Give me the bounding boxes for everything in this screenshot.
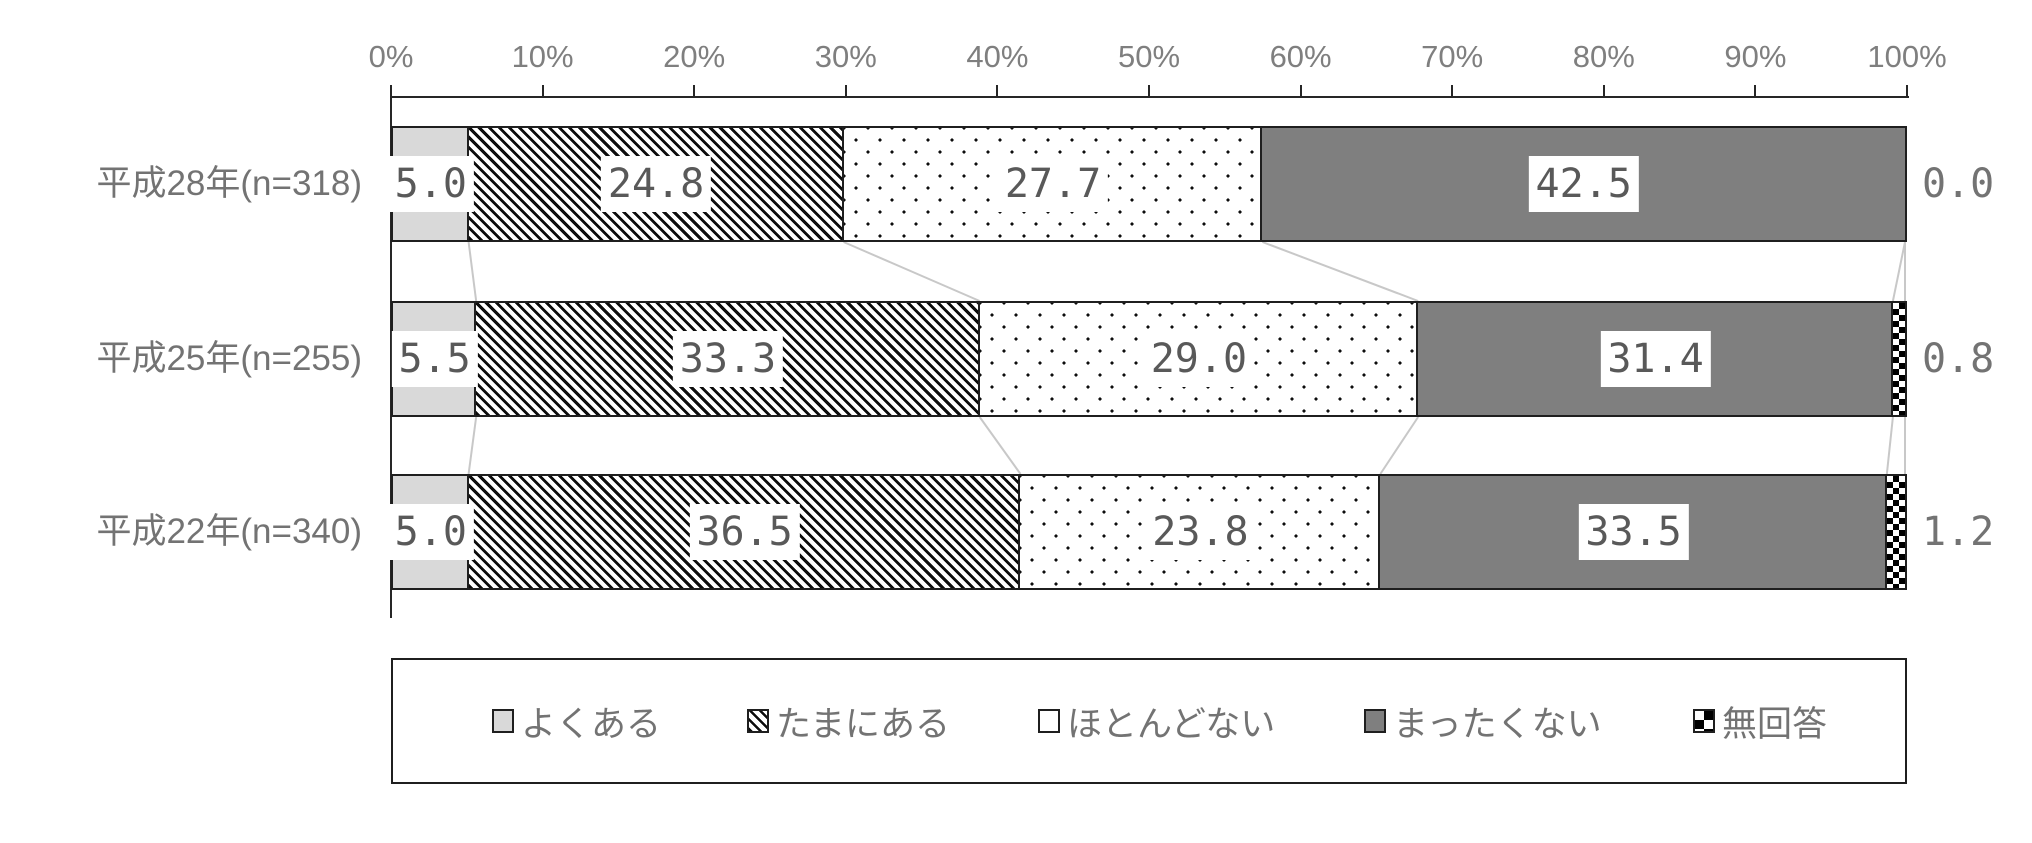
connector-line — [1885, 416, 1894, 475]
legend-swatch-light-gray-icon — [492, 709, 514, 733]
outside-value-label: 0.0 — [1922, 161, 1995, 207]
category-label: 平成22年(n=340) — [96, 512, 362, 551]
value-label: 36.5 — [689, 504, 800, 560]
category-label: 平成25年(n=255) — [96, 339, 362, 378]
legend-label: 無回答 — [1722, 704, 1828, 744]
legend-item: ほとんどない — [1038, 660, 1275, 782]
connector-line — [467, 416, 478, 475]
x-axis-line — [390, 96, 1909, 98]
outside-value-label: 0.8 — [1922, 336, 1995, 382]
legend-item: たまにある — [747, 660, 950, 782]
legend-swatch-checkered-icon — [1693, 709, 1715, 733]
category-label: 平成28年(n=318) — [96, 164, 362, 203]
value-label: 27.7 — [997, 156, 1109, 212]
value-label: 5.0 — [387, 156, 474, 212]
value-label: 24.8 — [600, 156, 712, 212]
value-label: 5.0 — [387, 504, 474, 560]
value-label: 33.5 — [1578, 504, 1689, 560]
value-label: 42.5 — [1528, 156, 1639, 212]
axis-tick — [1602, 85, 1605, 97]
axis-tick-label: 20% — [663, 39, 726, 74]
axis-tick-label: 100% — [1867, 39, 1947, 74]
legend-swatch-dotted-icon — [1038, 709, 1060, 733]
axis-tick-label: 30% — [814, 39, 877, 74]
legend-label: たまにある — [776, 704, 950, 744]
axis-tick — [1299, 85, 1302, 97]
outside-value-label: 1.2 — [1922, 509, 1995, 555]
legend-item: 無回答 — [1693, 660, 1827, 782]
axis-tick-label: 70% — [1421, 39, 1484, 74]
bar-segment-無回答 — [1892, 303, 1905, 415]
legend-item: まったくない — [1364, 660, 1602, 782]
value-label: 31.4 — [1600, 331, 1711, 387]
bar-segment-ほとんどない — [1020, 476, 1381, 588]
connector-line — [1262, 241, 1419, 302]
legend-swatch-diagonal-hatch-icon — [747, 709, 769, 733]
connector-line — [978, 416, 1022, 475]
connector-line — [1891, 241, 1906, 302]
axis-tick-label: 40% — [966, 39, 1029, 74]
axis-tick-label: 80% — [1572, 39, 1635, 74]
value-label: 33.3 — [672, 331, 784, 387]
value-label: 5.5 — [391, 331, 478, 387]
connector-line — [843, 241, 981, 302]
axis-tick — [1906, 85, 1908, 97]
axis-tick — [844, 85, 847, 97]
axis-tick-label: 10% — [511, 39, 574, 74]
axis-tick — [541, 85, 544, 97]
axis-tick — [1754, 85, 1757, 97]
bar-平成22年(n=340) — [391, 474, 1907, 590]
axis-tick — [1148, 85, 1150, 97]
bar-segment-無回答 — [1886, 476, 1905, 588]
value-label: 29.0 — [1143, 331, 1255, 387]
legend-swatch-dark-gray-icon — [1364, 709, 1386, 733]
connector-line — [467, 241, 478, 302]
axis-tick — [390, 85, 392, 97]
value-label: 23.8 — [1145, 504, 1256, 560]
axis-tick-label: 0% — [368, 39, 414, 74]
axis-tick — [693, 85, 696, 97]
connector-line — [1379, 416, 1419, 475]
axis-tick — [1451, 85, 1454, 97]
axis-tick-label: 60% — [1269, 39, 1332, 74]
axis-tick-label: 90% — [1724, 39, 1787, 74]
legend-label: ほとんどない — [1067, 704, 1276, 744]
legend: よくある たまにある ほとんどない まったくない 無回答 — [391, 658, 1907, 784]
axis-tick — [996, 85, 999, 97]
legend-label: よくある — [521, 704, 662, 744]
legend-label: まったくない — [1393, 704, 1602, 744]
legend-item: よくある — [492, 660, 661, 782]
axis-tick-label: 50% — [1117, 39, 1181, 74]
